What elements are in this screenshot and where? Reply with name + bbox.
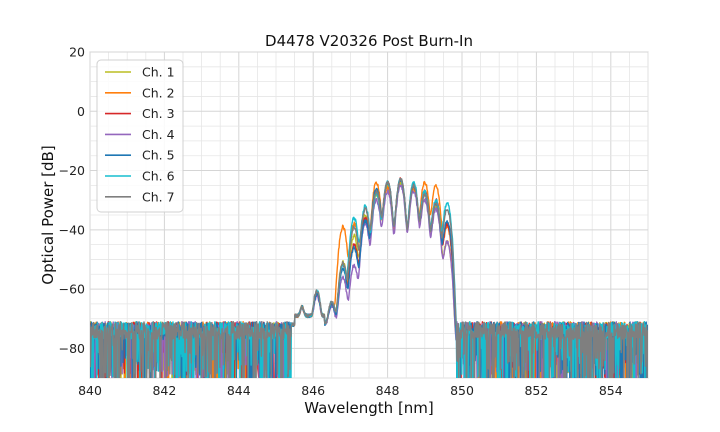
x-tick-label: 840: [78, 383, 102, 398]
y-tick-label: −20: [59, 163, 85, 178]
legend-label: Ch. 3: [142, 106, 175, 121]
x-axis-label: Wavelength [nm]: [304, 399, 434, 417]
legend-label: Ch. 6: [142, 169, 175, 184]
legend-label: Ch. 5: [142, 148, 175, 163]
legend-label: Ch. 1: [142, 65, 175, 80]
chart-title: D4478 V20326 Post Burn-In: [265, 32, 473, 50]
legend: Ch. 1 Ch. 2 Ch. 3 Ch. 4 Ch. 5 Ch. 6 Ch. 7: [96, 59, 184, 213]
x-tick-label: 850: [450, 383, 474, 398]
x-tick-labels: 840 842 844 846 848 850 852 854: [78, 383, 623, 398]
series-line-7: [90, 177, 648, 378]
x-tick-label: 848: [376, 383, 400, 398]
y-tick-label: −60: [59, 282, 85, 297]
y-tick-label: 20: [69, 45, 85, 60]
x-tick-label: 842: [152, 383, 176, 398]
legend-label: Ch. 2: [142, 85, 175, 100]
legend-box: [96, 59, 184, 213]
y-tick-labels: 20 0 −20 −40 −60 −80: [59, 45, 85, 356]
x-tick-label: 844: [227, 383, 251, 398]
y-tick-label: −40: [59, 222, 85, 237]
legend-label: Ch. 4: [142, 127, 175, 142]
y-axis-label: Optical Power [dB]: [39, 145, 57, 284]
x-tick-label: 854: [599, 383, 623, 398]
series-group: [90, 177, 648, 378]
legend-label: Ch. 7: [142, 189, 175, 204]
x-tick-label: 846: [301, 383, 325, 398]
y-tick-label: 0: [77, 104, 85, 119]
y-tick-label: −80: [59, 341, 85, 356]
x-tick-label: 852: [524, 383, 548, 398]
